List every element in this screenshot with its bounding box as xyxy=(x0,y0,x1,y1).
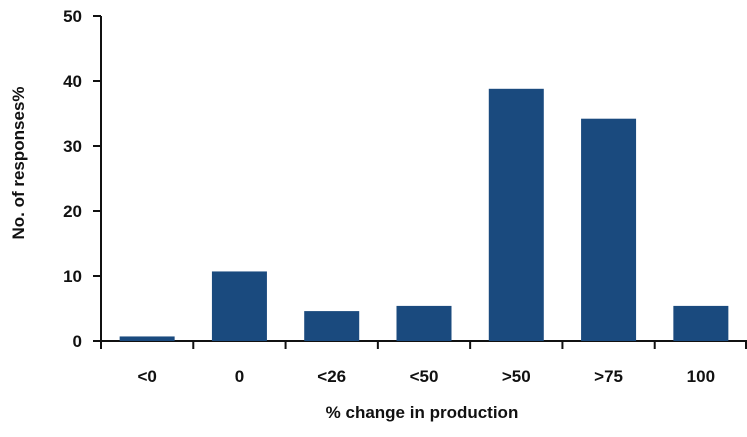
y-tick-label: 30 xyxy=(63,137,82,156)
x-tick-labels: <0 0 <26 <50 >50 >75 100 xyxy=(137,367,715,386)
x-tick-label: 0 xyxy=(235,367,244,386)
y-axis-title: No. of responses% xyxy=(9,86,28,239)
y-tick-label: 40 xyxy=(63,72,82,91)
bar-6 xyxy=(673,305,729,341)
x-tick-label: 100 xyxy=(687,367,715,386)
bar-3 xyxy=(396,305,452,341)
bar-2 xyxy=(304,311,360,341)
x-axis-title: % change in production xyxy=(326,403,519,422)
bar-4 xyxy=(488,88,544,341)
y-tick-label: 10 xyxy=(63,267,82,286)
y-tick-label: 0 xyxy=(73,332,82,351)
y-axis: 0 10 20 30 40 50 xyxy=(63,7,102,351)
x-tick-label: >50 xyxy=(502,367,531,386)
y-tick-label: 50 xyxy=(63,7,82,26)
bar-0 xyxy=(119,336,175,341)
bars xyxy=(119,88,729,341)
x-tick-label: >75 xyxy=(594,367,623,386)
x-tick-label: <0 xyxy=(137,367,156,386)
bar-1 xyxy=(211,271,267,341)
x-axis xyxy=(100,340,747,349)
y-tick-label: 20 xyxy=(63,202,82,221)
x-tick-label: <26 xyxy=(317,367,346,386)
x-tick-label: <50 xyxy=(410,367,439,386)
bar-5 xyxy=(581,118,637,341)
